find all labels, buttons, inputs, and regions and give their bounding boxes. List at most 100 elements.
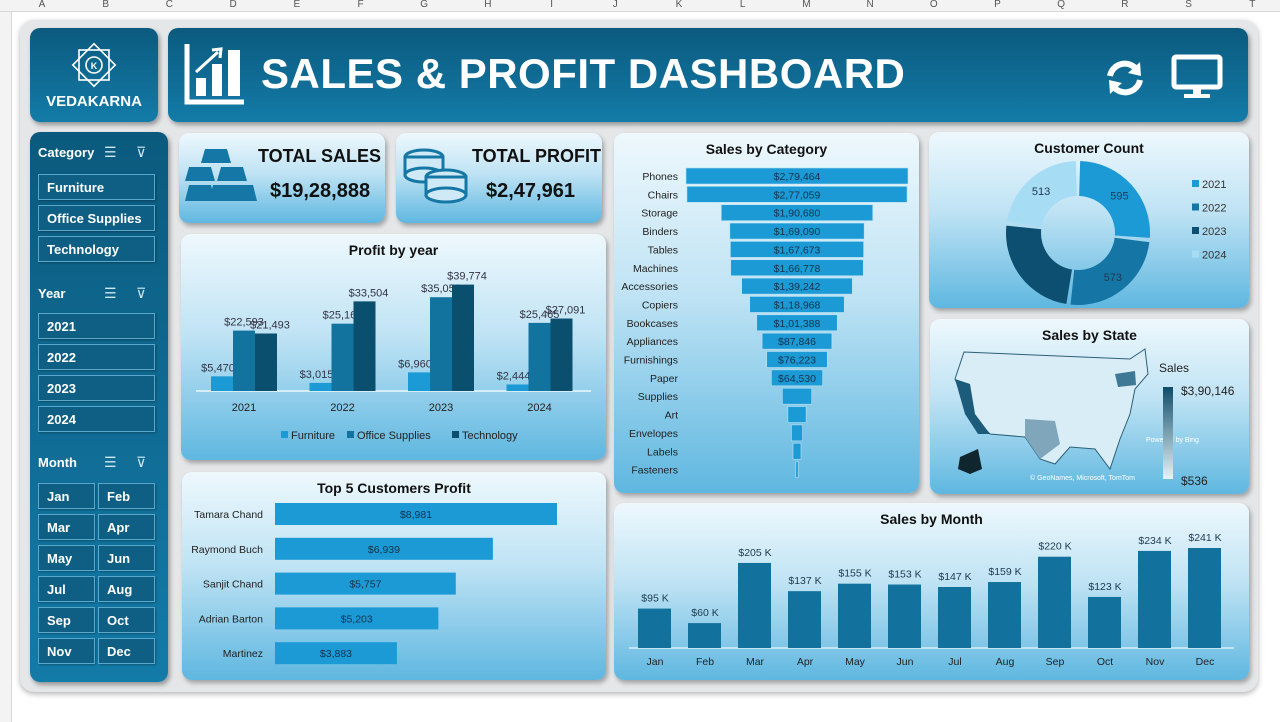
month-bar bbox=[988, 582, 1021, 648]
legend-swatch bbox=[347, 431, 354, 438]
svg-text:K: K bbox=[91, 61, 98, 71]
multi-select-icon[interactable]: ☰ bbox=[104, 144, 117, 160]
column-header[interactable]: O bbox=[929, 0, 938, 10]
slicer-item-year[interactable]: 2024 bbox=[38, 406, 155, 432]
category-label: Copiers bbox=[642, 299, 678, 311]
slicer-item-category[interactable]: Furniture bbox=[38, 174, 155, 200]
slicer-item-month[interactable]: Feb bbox=[98, 483, 155, 509]
slicer-item-month[interactable]: Jan bbox=[38, 483, 95, 509]
slicer-item-month[interactable]: Jul bbox=[38, 576, 95, 602]
column-header[interactable]: T bbox=[1249, 0, 1256, 10]
customer-count-chart: Customer Count 595 2021 573 2022 2023 513 2024 bbox=[929, 132, 1249, 308]
column-header[interactable]: I bbox=[550, 0, 553, 10]
column-header[interactable]: D bbox=[229, 0, 237, 10]
data-label: $25,465 bbox=[520, 309, 560, 321]
column-header[interactable]: K bbox=[675, 0, 683, 10]
color-scale bbox=[1163, 387, 1173, 479]
month-bar bbox=[888, 584, 921, 648]
data-label: $27,091 bbox=[546, 305, 586, 317]
data-label: $159 K bbox=[988, 566, 1021, 578]
legend-label: Furniture bbox=[291, 430, 335, 442]
slicer-item-year[interactable]: 2022 bbox=[38, 344, 155, 370]
column-header[interactable]: R bbox=[1121, 0, 1129, 10]
customer-label: Sanjit Chand bbox=[203, 579, 263, 591]
column-header[interactable]: A bbox=[38, 0, 46, 10]
slicer-item-month[interactable]: Nov bbox=[38, 638, 95, 664]
column-header[interactable]: Q bbox=[1057, 0, 1066, 10]
map-alaska bbox=[958, 449, 982, 474]
page-title: SALES & PROFIT DASHBOARD bbox=[261, 50, 906, 97]
data-label: $64,530 bbox=[778, 373, 816, 385]
header-banner: SALES & PROFIT DASHBOARD bbox=[168, 28, 1248, 122]
data-label: $155 K bbox=[838, 568, 871, 580]
multi-select-icon[interactable]: ☰ bbox=[104, 454, 117, 470]
column-header[interactable]: N bbox=[866, 0, 874, 10]
column-header[interactable]: M bbox=[802, 0, 811, 10]
clear-filter-icon[interactable]: ⊽ bbox=[136, 144, 147, 160]
x-tick-label: 2021 bbox=[232, 402, 256, 414]
clear-filter-icon[interactable]: ⊽ bbox=[136, 454, 147, 470]
data-label: $60 K bbox=[691, 607, 718, 619]
slicer-item-month[interactable]: Jun bbox=[98, 545, 155, 571]
data-label: $2,79,464 bbox=[774, 171, 821, 183]
slicer-title-category: Category bbox=[38, 145, 95, 160]
x-tick-label: Dec bbox=[1196, 656, 1215, 668]
column-header[interactable]: E bbox=[293, 0, 301, 10]
slicer-item-category[interactable]: Technology bbox=[38, 236, 155, 262]
customer-bar bbox=[275, 503, 557, 525]
column-header[interactable]: S bbox=[1185, 0, 1192, 10]
column-header[interactable]: B bbox=[102, 0, 110, 10]
slicer-item-month[interactable]: May bbox=[38, 545, 95, 571]
multi-select-icon[interactable]: ☰ bbox=[104, 285, 117, 301]
data-label: $153 K bbox=[888, 569, 921, 581]
funnel-bar bbox=[685, 167, 909, 185]
customer-label: Tamara Chand bbox=[194, 509, 263, 521]
slicer-item-month[interactable]: Aug bbox=[98, 576, 155, 602]
customer-label: Raymond Buch bbox=[191, 544, 263, 556]
monitor-icon[interactable] bbox=[1171, 54, 1223, 100]
data-label: $234 K bbox=[1138, 535, 1171, 547]
clear-filter-icon[interactable]: ⊽ bbox=[136, 285, 147, 301]
slicer-item-month[interactable]: Dec bbox=[98, 638, 155, 664]
chart-title: Profit by year bbox=[348, 242, 439, 258]
category-label: Supplies bbox=[638, 391, 678, 403]
bar-technology bbox=[452, 284, 474, 391]
funnel-bar bbox=[730, 259, 864, 277]
funnel-bar bbox=[787, 406, 807, 423]
x-tick-label: Feb bbox=[696, 656, 714, 668]
data-label: $137 K bbox=[788, 575, 821, 587]
column-header[interactable]: F bbox=[357, 0, 364, 10]
legend-label: Technology bbox=[462, 430, 518, 442]
slicer-item-month[interactable]: Oct bbox=[98, 607, 155, 633]
map-attribution: © GeoNames, Microsoft, TomTom bbox=[1030, 474, 1135, 482]
column-header[interactable]: L bbox=[739, 0, 746, 10]
x-tick-label: May bbox=[845, 656, 866, 668]
slicer-item-month[interactable]: Mar bbox=[38, 514, 95, 540]
data-label: $1,66,778 bbox=[774, 263, 821, 275]
x-tick-label: Aug bbox=[996, 656, 1015, 668]
bar-technology bbox=[550, 318, 573, 391]
slicer-item-month[interactable]: Apr bbox=[98, 514, 155, 540]
data-label: $1,39,242 bbox=[774, 281, 821, 293]
slicer-item-year[interactable]: 2021 bbox=[38, 313, 155, 339]
row-headers bbox=[0, 12, 12, 722]
data-label: $147 K bbox=[938, 571, 971, 583]
column-header[interactable]: J bbox=[612, 0, 618, 10]
slicer-item-category[interactable]: Office Supplies bbox=[38, 205, 155, 231]
refresh-icon[interactable] bbox=[1104, 58, 1146, 98]
column-header[interactable]: H bbox=[484, 0, 492, 10]
donut-slice-2021 bbox=[1079, 161, 1150, 238]
data-label: $3,883 bbox=[320, 648, 352, 660]
chart-title: Sales by Month bbox=[880, 511, 983, 527]
slicer-item-month[interactable]: Sep bbox=[38, 607, 95, 633]
donut-slice-2022 bbox=[1070, 237, 1150, 305]
slicer-title-year: Year bbox=[38, 286, 66, 301]
column-header[interactable]: G bbox=[420, 0, 429, 10]
slicer-item-year[interactable]: 2023 bbox=[38, 375, 155, 401]
column-header[interactable]: C bbox=[165, 0, 174, 10]
us-map[interactable]: Powered by Bing © GeoNames, Microsoft, T… bbox=[930, 319, 1249, 494]
gold-bars-icon bbox=[185, 149, 257, 201]
column-header[interactable]: P bbox=[994, 0, 1001, 10]
brand-logo: K VEDAKARNA bbox=[30, 28, 158, 122]
customer-bar bbox=[275, 642, 397, 665]
